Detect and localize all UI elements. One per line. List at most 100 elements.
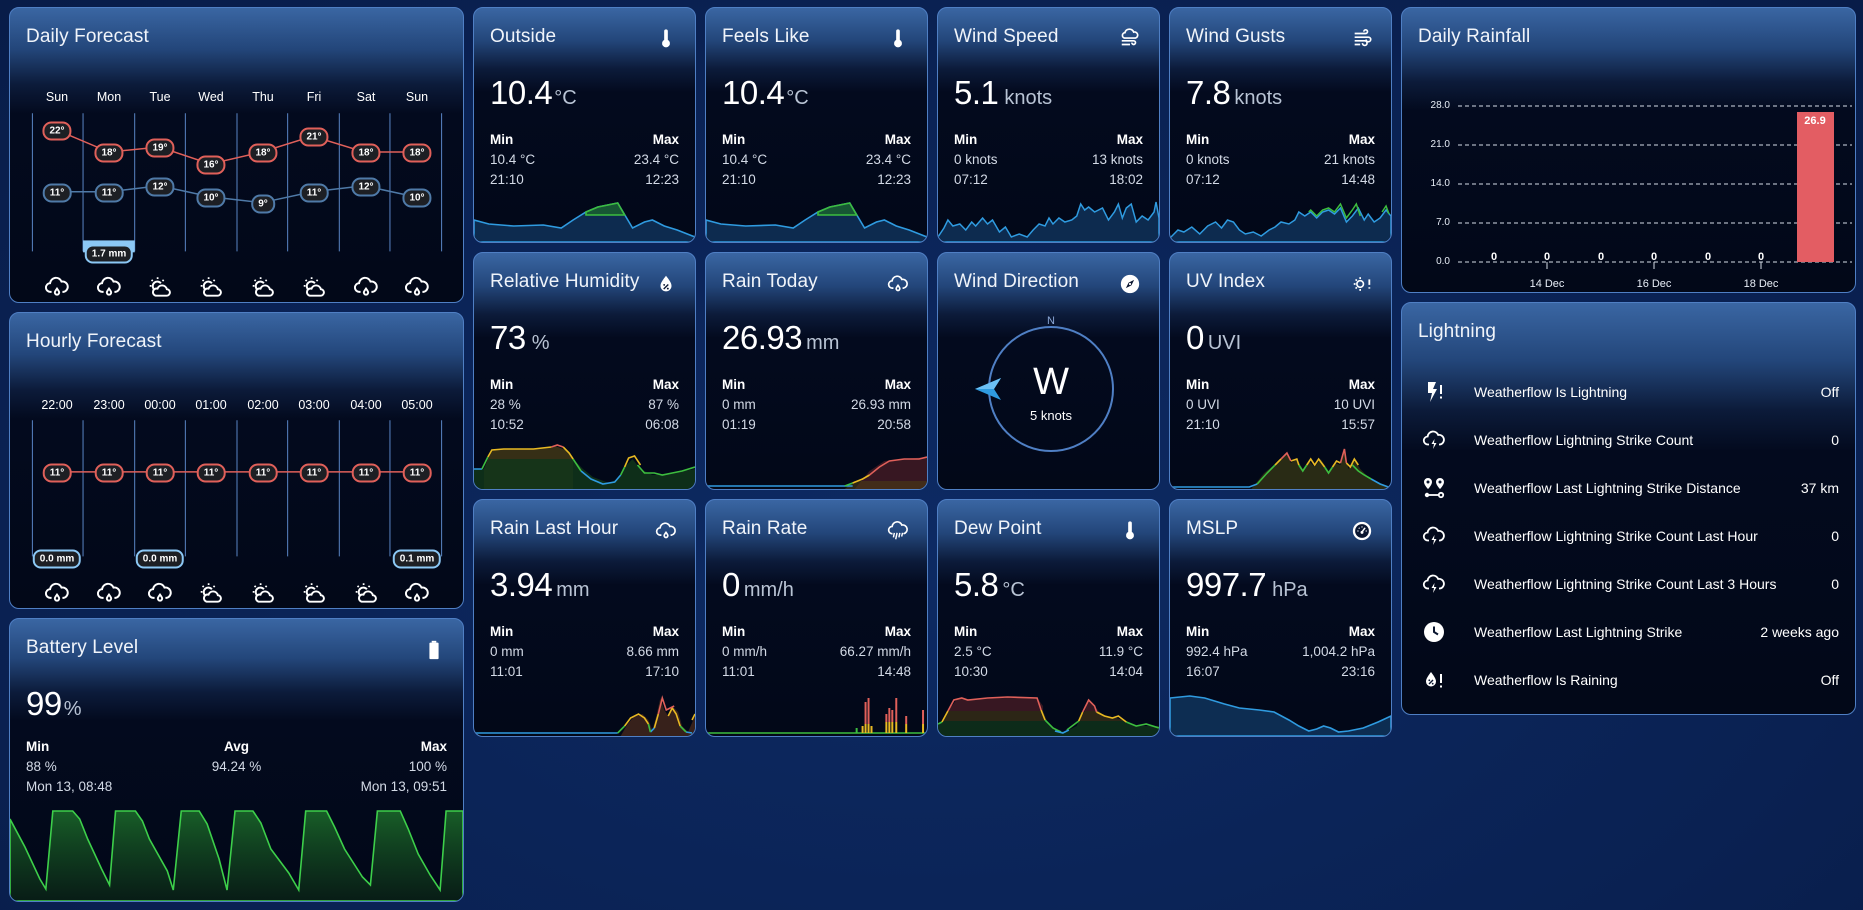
precip-pill: 0.0 mm — [32, 549, 82, 569]
card-title: Rain Today — [722, 271, 818, 292]
min-label: Min — [722, 624, 746, 639]
entity-row-is-raining[interactable]: Weatherflow Is Raining Off — [1402, 665, 1855, 695]
wind-direction-card[interactable]: Wind Direction N W 5 knots — [937, 252, 1160, 490]
max-value: 8.66 mm — [626, 644, 679, 659]
max-time: 14:04 — [1109, 664, 1143, 679]
low-temp-pill: 10° — [402, 188, 432, 208]
rain-today-card[interactable]: Rain Today 26.93 mm Min 0 mm 01:19 Max 26.93… — [705, 252, 928, 490]
high-temp-pill: 18° — [248, 143, 278, 163]
entity-value: Off — [1820, 672, 1839, 688]
current-value: 0 UVI — [1186, 319, 1242, 356]
wind-gusts-card[interactable]: Wind Gusts 7.8 knots Min 0 knots 07:12 Max 2… — [1169, 7, 1392, 243]
card-title: Battery Level — [26, 637, 139, 658]
min-label: Min — [490, 132, 514, 147]
wind-speed-value: 5 knots — [1030, 408, 1072, 423]
flash-alert-icon — [1422, 380, 1446, 404]
battery-card[interactable]: Battery Level 99% Min 88 % Mon 13, 08:48… — [9, 618, 464, 902]
high-temp-pill: 22° — [42, 121, 72, 141]
entity-row-strike-count-last-3-hours[interactable]: Weatherflow Lightning Strike Count Last … — [1402, 569, 1855, 599]
max-time: 17:10 — [645, 664, 679, 679]
card-title: Rain Rate — [722, 518, 808, 539]
max-time: 12:23 — [645, 172, 679, 187]
entity-row-strike-distance[interactable]: Weatherflow Last Lightning Strike Distan… — [1402, 473, 1855, 503]
min-time: 21:10 — [490, 172, 524, 187]
min-value: 0 mm — [490, 644, 524, 659]
max-label: Max — [652, 132, 679, 147]
low-temp-pill: 11° — [94, 183, 124, 203]
card-title: Daily Rainfall — [1418, 26, 1531, 47]
entity-value: 2 weeks ago — [1760, 624, 1839, 640]
clock-icon — [1422, 620, 1446, 644]
weather-partly-cloudy-icon — [147, 274, 173, 300]
max-time: 20:58 — [877, 417, 911, 432]
uv-index-card[interactable]: UV Index 0 UVI Min 0 UVI 21:10 Max 10 UVI 15:… — [1169, 252, 1392, 490]
weather-partly-cloudy-icon — [198, 580, 224, 606]
min-time: 10:52 — [490, 417, 524, 432]
min-value: 10.4 °C — [722, 152, 768, 167]
day-label: Thu — [252, 90, 274, 104]
min-time: Mon 13, 08:48 — [26, 779, 113, 794]
max-label: Max — [652, 377, 679, 392]
hour-label: 04:00 — [350, 398, 382, 412]
min-time: 21:10 — [1186, 417, 1220, 432]
rain-last-hour-card[interactable]: Rain Last Hour 3.94 mm Min 0 mm 11:01 Max 8.… — [473, 499, 696, 737]
max-value: 66.27 mm/h — [839, 644, 911, 659]
dew-point-card[interactable]: Dew Point 5.8 °C Min 2.5 °C 10:30 Max 11.9 °… — [937, 499, 1160, 737]
avg-label: Avg — [223, 739, 250, 754]
high-temp-pill: 18° — [351, 143, 381, 163]
temp-pill: 11° — [248, 463, 278, 483]
hourly-forecast-card: Hourly Forecast 22:00 23:00 00:00 01:00 … — [9, 312, 464, 609]
relative-humidity-card[interactable]: Relative Humidity 73% Min 28 % 10:52 Max 87… — [473, 252, 696, 490]
low-temp-pill: 9° — [251, 194, 275, 214]
min-time: 11:01 — [722, 664, 755, 679]
entity-label: Weatherflow Is Raining — [1474, 672, 1618, 688]
weather-rainy-icon — [887, 520, 909, 542]
weather-pouring-icon — [353, 274, 379, 300]
max-label: Max — [1348, 377, 1375, 392]
entity-row-last-strike[interactable]: Weatherflow Last Lightning Strike 2 week… — [1402, 617, 1855, 647]
card-title: Relative Humidity — [490, 271, 640, 292]
wind-speed-card[interactable]: Wind Speed 5.1 knots Min 0 knots 07:12 Max 1… — [937, 7, 1160, 243]
mslp-card[interactable]: MSLP 997.7 hPa Min 992.4 hPa 16:07 Max 1,004… — [1169, 499, 1392, 737]
card-title: Rain Last Hour — [490, 518, 619, 539]
daily-forecast-card: Daily Forecast Sun Mon Tue Wed Thu Fri S… — [9, 7, 464, 303]
sparkline — [1170, 676, 1391, 736]
card-title: Outside — [490, 26, 557, 47]
outside-temperature-card[interactable]: Outside 10.4 °C Min 10.4 °C 21:10 Max 23.4 °… — [473, 7, 696, 243]
card-title: Wind Gusts — [1186, 26, 1286, 47]
entity-row-strike-count-last-hour[interactable]: Weatherflow Lightning Strike Count Last … — [1402, 521, 1855, 551]
min-label: Min — [1186, 377, 1210, 392]
feels-like-card[interactable]: Feels Like 10.4 °C Min 10.4 °C 21:10 Max 23.… — [705, 7, 928, 243]
max-time: 15:57 — [1341, 417, 1375, 432]
min-time: 07:12 — [954, 172, 988, 187]
gauge-icon — [1351, 520, 1373, 542]
low-temp-pill: 11° — [299, 183, 329, 203]
entity-value: 0 — [1831, 432, 1839, 448]
weather-pouring-icon — [44, 274, 70, 300]
current-value: 99% — [26, 685, 82, 722]
min-value: 0 knots — [1186, 152, 1230, 167]
min-label: Min — [490, 624, 514, 639]
hour-label: 22:00 — [41, 398, 73, 412]
card-title: Dew Point — [954, 518, 1042, 539]
day-label: Fri — [306, 90, 322, 104]
max-value: 21 knots — [1323, 152, 1375, 167]
max-value: 11.9 °C — [1098, 644, 1143, 659]
max-label: Max — [884, 377, 911, 392]
high-temp-pill: 18° — [402, 143, 432, 163]
thermometer-icon — [887, 28, 909, 50]
entity-label: Weatherflow Lightning Strike Count Last … — [1474, 576, 1777, 592]
entity-label: Weatherflow Last Lightning Strike Distan… — [1474, 480, 1741, 496]
hour-label: 02:00 — [247, 398, 279, 412]
sparkline — [1170, 429, 1391, 489]
low-temp-pill: 12° — [351, 177, 381, 197]
sparkline — [474, 182, 695, 242]
weather-pouring-icon — [96, 274, 122, 300]
entity-row-strike-count[interactable]: Weatherflow Lightning Strike Count 0 — [1402, 425, 1855, 455]
precip-pill: 1.7 mm — [84, 244, 134, 264]
weather-pouring-icon — [887, 273, 909, 295]
entity-row-is-lightning[interactable]: Weatherflow Is Lightning Off — [1402, 377, 1855, 407]
rain-rate-card[interactable]: Rain Rate 0 mm/h Min 0 mm/h 11:01 Max 66.27 … — [705, 499, 928, 737]
map-marker-distance-icon — [1422, 476, 1446, 500]
sparkline — [938, 182, 1159, 242]
